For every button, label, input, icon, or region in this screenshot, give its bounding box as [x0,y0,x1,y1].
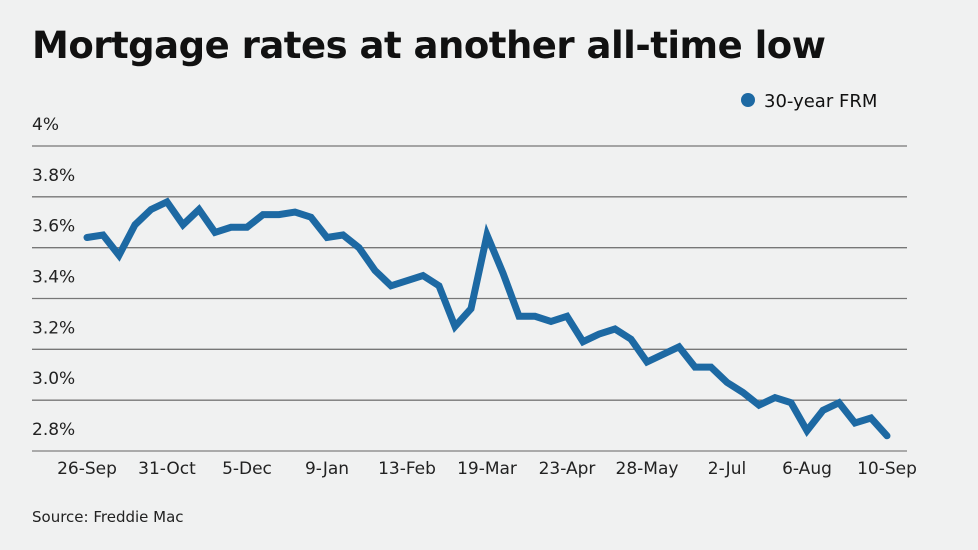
legend-label: 30-year FRM [764,91,877,112]
y-tick-label: 4% [32,115,59,135]
chart-title: Mortgage rates at another all-time low [32,24,826,67]
legend-marker [741,93,755,107]
x-tick-label: 6-Aug [782,459,832,479]
x-tick-label: 23-Apr [539,459,596,479]
x-tick-label: 31-Oct [138,459,196,479]
y-tick-label: 3.6% [32,217,75,237]
y-tick-label: 3.2% [32,318,75,338]
y-tick-label: 2.8% [32,420,75,440]
source-note: Source: Freddie Mac [32,508,184,526]
x-tick-label: 2-Jul [708,459,746,479]
y-tick-label: 3.4% [32,268,75,288]
y-tick-label: 3.8% [32,166,75,186]
x-tick-label: 19-Mar [457,459,517,479]
x-tick-label: 13-Feb [378,459,436,479]
x-tick-label: 26-Sep [57,459,117,479]
x-tick-label: 10-Sep [857,459,917,479]
y-tick-label: 3.0% [32,369,75,389]
x-tick-label: 9-Jan [305,459,349,479]
x-tick-label: 5-Dec [222,459,272,479]
x-tick-label: 28-May [616,459,679,479]
